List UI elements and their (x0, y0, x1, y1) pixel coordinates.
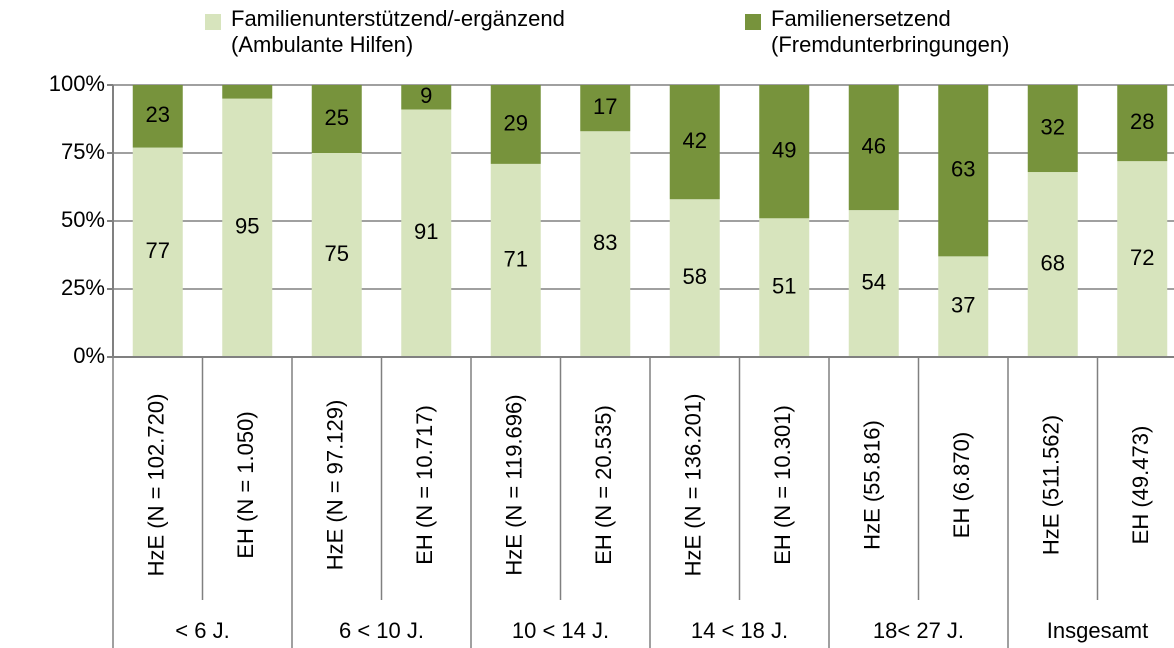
group-label: 6 < 10 J. (339, 618, 424, 643)
bar-segment (669, 199, 720, 357)
bar-segment (311, 85, 362, 153)
y-tick-label: 25% (61, 275, 105, 300)
data-label: 63 (951, 156, 975, 181)
x-tick-label: HzE (N = 136.201) (681, 394, 706, 577)
data-label: 54 (862, 269, 886, 294)
data-label: 17 (593, 94, 617, 119)
bar-segment (311, 153, 362, 357)
y-tick-label: 0% (73, 343, 105, 368)
x-tick-label: EH (N = 1.050) (233, 411, 258, 558)
y-tick-label: 50% (61, 207, 105, 232)
data-label: 71 (504, 246, 528, 271)
bar-segment (1117, 85, 1168, 162)
data-label: 25 (325, 105, 349, 130)
bar-segment (848, 85, 899, 211)
data-label: 51 (772, 273, 796, 298)
group-label: 10 < 14 J. (512, 618, 609, 643)
bar-segment (580, 85, 631, 132)
bar-segment (132, 147, 183, 357)
bar-segment (669, 85, 720, 200)
legend-label: Familienersetzend (Fremdunterbringungen) (771, 6, 1010, 57)
data-label: 28 (1130, 109, 1154, 134)
bar-segment (938, 256, 989, 357)
data-label: 37 (951, 292, 975, 317)
data-label: 23 (146, 102, 170, 127)
bar-segment (401, 109, 452, 357)
bar-segment (222, 98, 273, 357)
bar-segment (759, 218, 810, 357)
group-label: < 6 J. (175, 618, 229, 643)
data-label: 95 (235, 214, 259, 239)
y-tick-label: 75% (61, 139, 105, 164)
legend-swatch (205, 14, 221, 30)
data-label: 29 (504, 110, 528, 135)
group-label: 18< 27 J. (873, 618, 964, 643)
data-label: 83 (593, 230, 617, 255)
group-label: 14 < 18 J. (691, 618, 788, 643)
bar-segment (759, 85, 810, 219)
data-label: 75 (325, 241, 349, 266)
x-tick-label: EH (N = 10.301) (770, 405, 795, 565)
legend-item: Familienersetzend (Fremdunterbringungen) (745, 6, 1009, 58)
x-tick-label: HzE (55.816) (860, 420, 885, 550)
data-label: 46 (862, 133, 886, 158)
bar-segment (848, 210, 899, 357)
data-label: 72 (1130, 245, 1154, 270)
x-tick-label: EH (N = 20.535) (591, 405, 616, 565)
bar-segment (222, 85, 273, 99)
data-label: 49 (772, 137, 796, 162)
x-tick-label: HzE (511.562) (1039, 415, 1064, 555)
y-tick-label: 100% (49, 71, 105, 96)
legend-label: Familienunterstützend/-ergänzend (Ambula… (231, 6, 565, 57)
data-label: 42 (683, 128, 707, 153)
x-tick-label: HzE (N = 102.720) (144, 394, 169, 577)
group-label: Insgesamt (1047, 618, 1149, 643)
bar-segment (490, 163, 541, 357)
x-tick-label: EH (6.870) (949, 432, 974, 538)
legend-swatch (745, 14, 761, 30)
bar-segment (132, 85, 183, 148)
x-tick-label: EH (49.473) (1128, 426, 1153, 545)
bar-segment (1027, 85, 1078, 173)
legend-item: Familienunterstützend/-ergänzend (Ambula… (205, 6, 565, 58)
bar-segment (490, 85, 541, 164)
bar-segment (401, 85, 452, 110)
data-label: 91 (414, 219, 438, 244)
bar-segment (580, 131, 631, 357)
data-label: 32 (1041, 114, 1065, 139)
data-label: 9 (420, 83, 432, 108)
data-label: 58 (683, 264, 707, 289)
bar-segment (938, 85, 989, 257)
x-tick-label: HzE (N = 119.696) (502, 394, 527, 575)
data-label: 77 (146, 238, 170, 263)
bar-segment (1027, 172, 1078, 357)
data-label: 68 (1041, 250, 1065, 275)
bar-segment (1117, 161, 1168, 357)
x-tick-label: EH (N = 10.717) (412, 405, 437, 565)
x-tick-label: HzE (N = 97.129) (323, 400, 348, 571)
